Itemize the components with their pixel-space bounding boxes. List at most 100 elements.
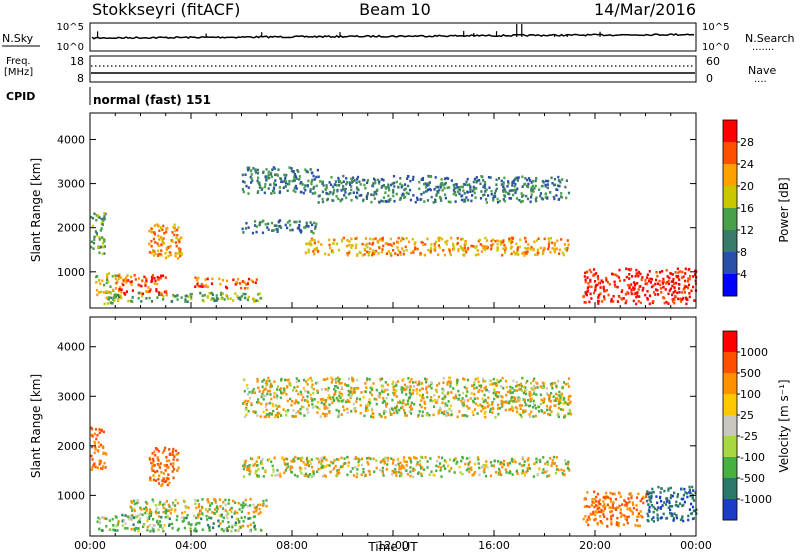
- heatmap-cell: [481, 244, 484, 247]
- freq-right-tick-bottom: 0: [706, 72, 713, 85]
- heatmap-cell: [165, 227, 168, 231]
- heatmap-cell: [140, 300, 143, 303]
- heatmap-cell: [495, 382, 498, 385]
- heatmap-cell: [368, 404, 371, 407]
- heatmap-cell: [405, 237, 408, 240]
- colorbar-tick-label: 16: [740, 202, 754, 215]
- heatmap-cell: [369, 237, 372, 241]
- heatmap-cell: [381, 237, 384, 241]
- heatmap-cell: [422, 396, 425, 400]
- heatmap-cell: [442, 249, 445, 252]
- heatmap-cell: [265, 413, 268, 416]
- heatmap-cell: [252, 167, 255, 170]
- heatmap-cell: [419, 198, 422, 201]
- colorbar-frame: [722, 330, 738, 521]
- heatmap-cell: [378, 201, 381, 204]
- heatmap-cell: [685, 297, 688, 301]
- heatmap-cell: [524, 236, 527, 240]
- heatmap-cell: [224, 528, 227, 531]
- heatmap-cell: [455, 383, 459, 387]
- heatmap-cell: [436, 390, 439, 394]
- heatmap-cell: [544, 196, 547, 199]
- heatmap-cell: [529, 200, 532, 204]
- heatmap-cell: [532, 247, 535, 251]
- heatmap-cell: [165, 500, 168, 503]
- heatmap-cell: [546, 463, 550, 466]
- heatmap-cell: [592, 274, 595, 277]
- heatmap-cell: [498, 472, 502, 476]
- heatmap-cell: [218, 277, 221, 281]
- heatmap-cell: [134, 278, 137, 281]
- heatmap-cell: [409, 457, 412, 460]
- heatmap-cell: [613, 492, 616, 496]
- heatmap-cell: [591, 500, 594, 504]
- heatmap-cell: [252, 464, 255, 467]
- heatmap-cell: [365, 386, 368, 389]
- heatmap-cell: [130, 275, 133, 279]
- heatmap-cell: [273, 182, 276, 185]
- heatmap-cell: [103, 252, 106, 255]
- heatmap-cell: [152, 500, 155, 503]
- heatmap-cell: [562, 402, 565, 405]
- heatmap-cell: [658, 271, 662, 274]
- heatmap-cell: [460, 459, 463, 463]
- heatmap-cell: [520, 415, 523, 419]
- heatmap-cell: [425, 380, 428, 384]
- heatmap-cell: [433, 248, 436, 251]
- heatmap-cell: [153, 250, 156, 253]
- heatmap-cell: [474, 378, 477, 381]
- heatmap-cell: [494, 189, 497, 193]
- heatmap-cell: [120, 296, 123, 300]
- heatmap-cell: [648, 302, 651, 306]
- heatmap-cell: [270, 171, 273, 175]
- heatmap-cell: [408, 380, 411, 384]
- heatmap-cell: [430, 386, 433, 390]
- heatmap-cell: [98, 517, 102, 521]
- heatmap-cell: [528, 393, 531, 396]
- heatmap-cell: [626, 291, 629, 294]
- heatmap-cell: [635, 295, 638, 299]
- heatmap-cell: [516, 250, 519, 254]
- heatmap-cell: [490, 190, 493, 193]
- heatmap-cell: [438, 462, 442, 465]
- heatmap-cell: [274, 183, 277, 187]
- heatmap-cell: [534, 253, 537, 256]
- heatmap-cell: [510, 459, 513, 462]
- heatmap-cell: [664, 503, 668, 506]
- heatmap-cell: [498, 199, 501, 203]
- heatmap-cell: [407, 184, 410, 188]
- heatmap-cell: [245, 221, 248, 225]
- heatmap-cell: [555, 392, 558, 396]
- heatmap-cell: [645, 499, 649, 503]
- heatmap-cell: [561, 178, 564, 181]
- heatmap-cell: [101, 279, 104, 282]
- heatmap-cell: [652, 490, 655, 494]
- heatmap-cell: [625, 518, 628, 522]
- heatmap-cell: [328, 181, 331, 184]
- heatmap-cell: [468, 460, 472, 464]
- heatmap-cell: [280, 387, 283, 390]
- heatmap-cell: [404, 403, 407, 406]
- heatmap-cell: [278, 220, 281, 223]
- heatmap-cell: [428, 413, 431, 417]
- heatmap-cell: [397, 470, 400, 474]
- heatmap-cell: [122, 279, 125, 282]
- heatmap-cell: [392, 174, 396, 178]
- heatmap-cell: [413, 247, 417, 251]
- heatmap-cell: [421, 387, 424, 391]
- heatmap-cell: [408, 188, 412, 192]
- heatmap-cell: [196, 283, 199, 286]
- heatmap-cell: [197, 503, 201, 506]
- heatmap-cell: [534, 197, 537, 201]
- heatmap-cell: [462, 183, 465, 186]
- heatmap-cell: [287, 409, 290, 412]
- heatmap-cell: [485, 388, 488, 392]
- heatmap-cell: [285, 410, 288, 413]
- heatmap-cell: [91, 427, 94, 431]
- heatmap-cell: [105, 281, 108, 285]
- heatmap-cell: [310, 243, 313, 246]
- heatmap-cell: [330, 381, 333, 384]
- heatmap-cell: [223, 298, 226, 301]
- heatmap-cell: [158, 466, 162, 469]
- heatmap-cell: [433, 244, 436, 248]
